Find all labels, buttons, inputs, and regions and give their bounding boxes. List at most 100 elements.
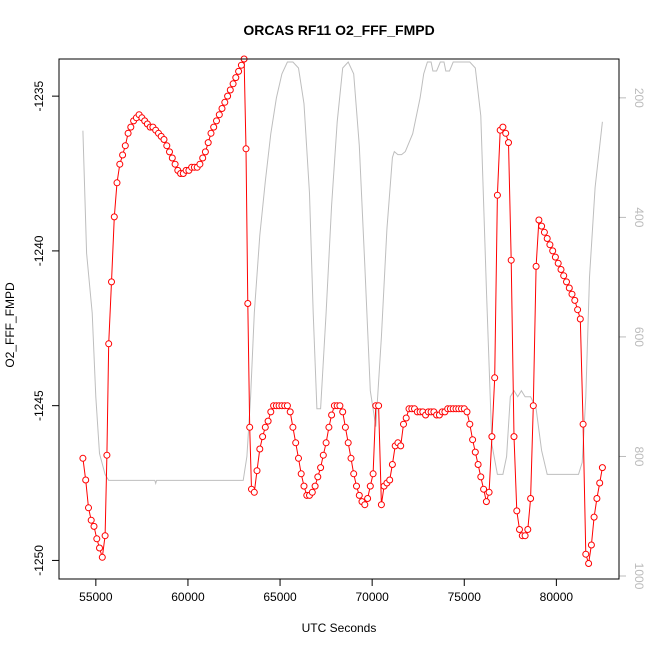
data-point <box>469 436 477 444</box>
data-point <box>213 117 220 125</box>
data-point <box>229 80 237 88</box>
data-point <box>344 439 352 447</box>
y2-tick-label: 600 <box>632 327 646 347</box>
data-point <box>596 479 604 487</box>
data-point <box>366 482 374 490</box>
data-point <box>355 491 363 499</box>
data-point <box>540 228 548 236</box>
data-point <box>259 433 267 441</box>
data-point <box>224 92 232 100</box>
data-point <box>400 420 407 428</box>
data-point <box>568 290 576 298</box>
data-point <box>85 504 92 512</box>
data-point <box>507 256 515 264</box>
data-point <box>292 439 300 447</box>
data-point <box>386 476 394 484</box>
data-point <box>166 148 173 156</box>
data-point <box>590 513 598 521</box>
data-point <box>576 315 584 323</box>
data-point <box>543 235 551 242</box>
y-tick-label: -1245 <box>32 390 46 421</box>
data-point <box>267 408 275 416</box>
data-point <box>264 417 272 425</box>
data-point <box>210 123 218 131</box>
data-point <box>297 470 305 478</box>
data-point <box>560 272 568 280</box>
data-point <box>551 253 559 261</box>
data-point <box>477 473 485 481</box>
x-tick-label: 65000 <box>263 590 297 604</box>
data-point <box>353 482 360 490</box>
y-tick-label: -1250 <box>32 545 46 576</box>
data-point <box>93 535 101 543</box>
data-point <box>119 151 127 159</box>
data-point <box>549 247 557 255</box>
data-point <box>108 278 115 286</box>
data-point <box>341 423 349 431</box>
data-point <box>103 451 111 459</box>
data-point <box>529 402 537 410</box>
y2-tick-label: 1000 <box>632 563 646 590</box>
y-axis-label: O2_FFF_FMPD <box>3 282 17 368</box>
data-point <box>535 216 543 224</box>
data-point <box>397 442 405 450</box>
x-tick-label: 75000 <box>448 590 482 604</box>
x-tick-label: 55000 <box>79 590 113 604</box>
x-tick-label: 80000 <box>540 590 574 604</box>
data-point <box>336 402 344 410</box>
data-point <box>499 123 507 131</box>
data-point <box>116 160 124 168</box>
data-point <box>482 498 490 506</box>
y2-tick-label: 400 <box>632 207 646 227</box>
data-point <box>491 374 499 382</box>
data-point <box>554 259 562 267</box>
data-point <box>402 414 410 422</box>
data-point <box>295 454 302 462</box>
data-point <box>565 284 573 292</box>
data-point <box>261 423 269 431</box>
data-point <box>325 423 333 431</box>
data-point <box>226 86 234 94</box>
data-point <box>532 262 540 270</box>
data-point <box>232 74 240 82</box>
data-point <box>201 148 209 156</box>
data-point <box>513 507 521 515</box>
data-point <box>339 408 347 416</box>
data-point <box>110 213 118 221</box>
data-point <box>361 501 369 509</box>
data-point <box>242 145 250 153</box>
data-point <box>218 105 226 112</box>
data-point <box>300 482 308 490</box>
data-point <box>375 402 383 410</box>
y-tick-label: -1235 <box>32 80 46 111</box>
data-point <box>587 541 595 549</box>
data-point <box>593 495 601 502</box>
data-point <box>244 300 252 307</box>
data-point <box>204 139 212 147</box>
data-point <box>582 550 590 558</box>
data-point <box>314 473 322 481</box>
data-point <box>199 154 207 162</box>
data-point <box>289 423 297 431</box>
data-point <box>171 160 179 168</box>
data-point <box>163 142 171 150</box>
data-point <box>101 532 109 540</box>
data-point <box>124 129 132 137</box>
data-point <box>574 306 582 314</box>
data-point <box>510 433 518 441</box>
data-point <box>105 340 113 348</box>
data-point <box>364 495 372 502</box>
data-point <box>246 423 254 431</box>
data-point <box>207 129 215 137</box>
data-point <box>253 467 261 475</box>
data-point <box>480 485 488 493</box>
data-point <box>388 461 396 468</box>
data-point <box>121 142 129 150</box>
data-point <box>250 488 258 496</box>
data-point <box>598 464 606 472</box>
y2-tick-label: 200 <box>632 88 646 108</box>
data-point <box>311 482 319 490</box>
data-point <box>328 411 336 419</box>
data-point <box>215 111 223 119</box>
